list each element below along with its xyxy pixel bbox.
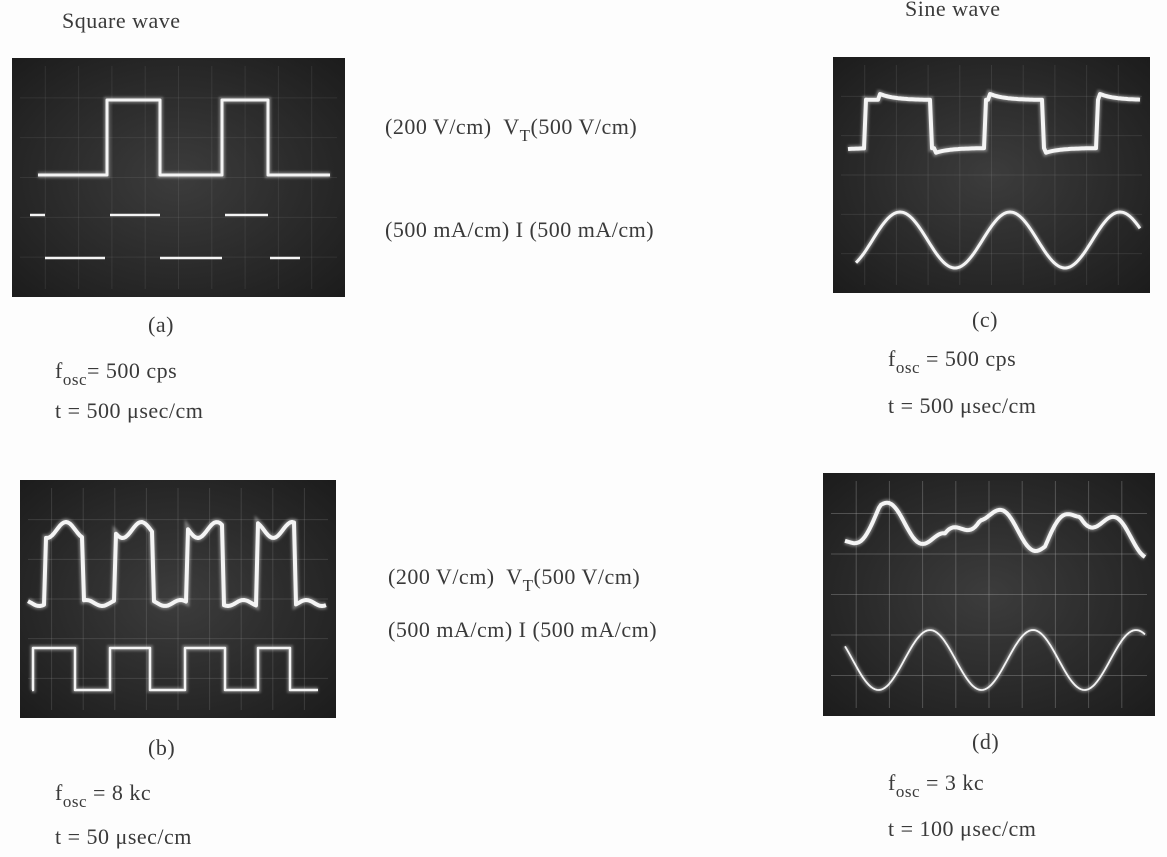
voltage-scale: (200 V/cm) VT(500 V/cm) xyxy=(388,564,640,590)
time-base: t = 500 μsec/cm xyxy=(55,398,203,424)
left-scale: (200 V/cm) xyxy=(388,564,506,589)
frequency: fosc = 500 cps xyxy=(888,346,1016,372)
time-base: t = 100 μsec/cm xyxy=(888,816,1036,842)
frequency: fosc = 3 kc xyxy=(888,770,984,796)
frequency-text: = 8 kc xyxy=(87,780,151,805)
panel-label: (b) xyxy=(148,735,175,761)
right-scale: (500 V/cm) xyxy=(531,114,638,139)
current-scale: (500 mA/cm) I (500 mA/cm) xyxy=(385,217,654,243)
subscript: osc xyxy=(896,782,920,801)
header: Square wave xyxy=(62,8,181,34)
symbol: f xyxy=(55,780,63,805)
subscript: osc xyxy=(63,792,87,811)
subscript: osc xyxy=(63,370,87,389)
time-base: t = 500 μsec/cm xyxy=(888,393,1036,419)
symbol: f xyxy=(55,358,63,383)
header: Sine wave xyxy=(905,0,1001,22)
panel-label: (d) xyxy=(972,729,999,755)
left-scale: (200 V/cm) xyxy=(385,114,503,139)
current-scale: (500 mA/cm) I (500 mA/cm) xyxy=(388,617,657,643)
panel-label: (a) xyxy=(148,312,174,338)
frequency: fosc = 8 kc xyxy=(55,780,151,806)
subscript: osc xyxy=(896,358,920,377)
subscript: T xyxy=(520,126,531,145)
panel-label: (c) xyxy=(972,307,998,333)
right-scale: (500 V/cm) xyxy=(534,564,641,589)
frequency-text: = 3 kc xyxy=(920,770,984,795)
subscript: T xyxy=(523,576,534,595)
symbol: f xyxy=(888,346,896,371)
symbol: f xyxy=(888,770,896,795)
figure-page: Square wave Sine wave (a) fosc= 500 cps … xyxy=(0,0,1167,857)
symbol: V xyxy=(506,564,522,589)
frequency-text: = 500 cps xyxy=(87,358,177,383)
frequency: fosc= 500 cps xyxy=(55,358,177,384)
symbol: V xyxy=(503,114,519,139)
voltage-scale: (200 V/cm) VT(500 V/cm) xyxy=(385,114,637,140)
frequency-text: = 500 cps xyxy=(920,346,1016,371)
time-base: t = 50 μsec/cm xyxy=(55,824,192,850)
